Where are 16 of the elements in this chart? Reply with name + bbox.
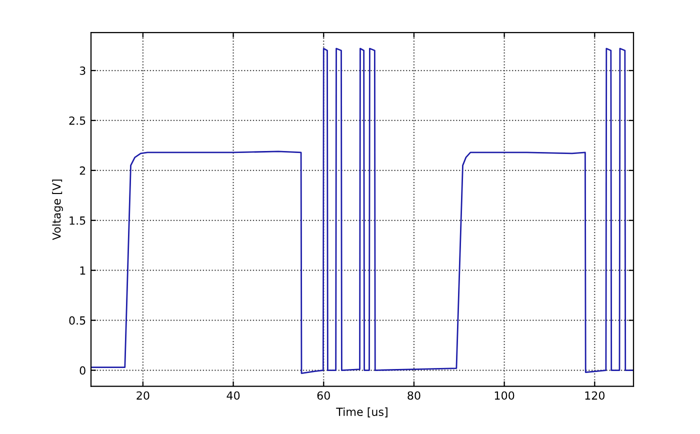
x-tick-label: 120 <box>585 391 605 400</box>
y-tick-label: 1.5 <box>70 216 86 225</box>
y-tick-label: 0.5 <box>69 316 86 325</box>
x-tick-label: 40 <box>226 391 240 400</box>
y-tick-label: 2.5 <box>69 116 86 125</box>
x-tick-label: 20 <box>136 391 150 400</box>
y-axis-title: Voltage [V] <box>52 180 63 240</box>
x-tick-label: 80 <box>408 391 420 400</box>
y-tick-label: 3 <box>80 66 86 75</box>
x-axis-title: Time [us] <box>336 407 388 418</box>
y-tick-label: 2 <box>80 166 86 175</box>
line-series <box>91 48 634 374</box>
y-tick-label: 1 <box>80 266 86 275</box>
x-tick-label: 100 <box>494 391 514 400</box>
y-tick-label: 0 <box>80 366 86 375</box>
x-tick-label: 60 <box>317 391 330 400</box>
